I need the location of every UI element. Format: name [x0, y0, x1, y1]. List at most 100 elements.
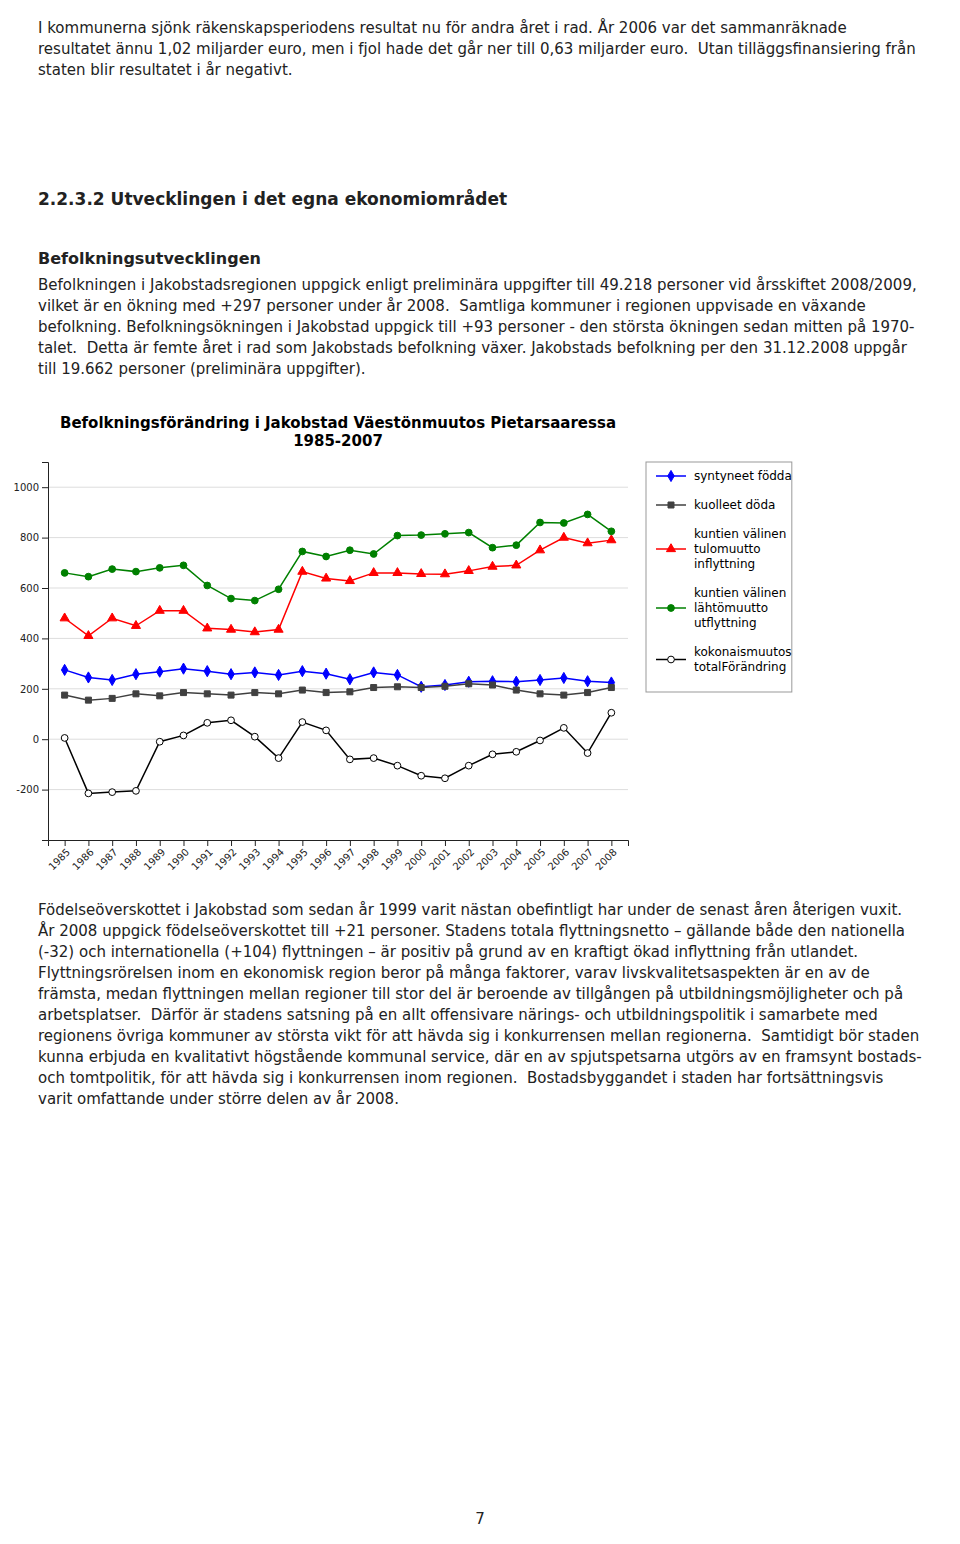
y-tick: 600 [20, 583, 48, 594]
legend-label: kuntien välinentulomuuttoinflyttning [694, 527, 786, 571]
legend-label: kokonaismuutostotalFörändring [694, 645, 791, 674]
legend-frame [646, 462, 792, 692]
y-tick-label: -200 [16, 784, 39, 795]
marker [251, 733, 258, 740]
marker [442, 530, 449, 537]
x-tick: 2006 [546, 840, 572, 872]
marker [299, 687, 305, 693]
marker [226, 624, 235, 632]
marker [561, 692, 567, 698]
marker [418, 532, 425, 539]
marker [322, 573, 331, 581]
marker [323, 553, 330, 560]
y-axis: -20002004006008001000 [14, 463, 49, 841]
series-line [65, 713, 612, 794]
legend-marker [668, 605, 675, 612]
marker [299, 719, 306, 726]
x-tick-mark [183, 840, 184, 846]
series-line [65, 684, 612, 700]
y-tick-label: 1000 [14, 482, 39, 493]
marker [228, 717, 235, 724]
marker [85, 790, 92, 797]
x-tick: 1988 [118, 840, 144, 872]
legend-marker [666, 544, 675, 552]
x-tick: 1987 [94, 840, 120, 872]
marker [252, 690, 258, 696]
marker [157, 693, 163, 699]
y-tick-mark [42, 487, 48, 488]
y-tick-label: 400 [20, 633, 39, 644]
x-tick-mark [302, 840, 303, 846]
marker [370, 755, 377, 762]
x-tick-mark [397, 840, 398, 846]
x-tick: 1997 [332, 840, 358, 872]
marker [252, 667, 258, 678]
marker [394, 532, 401, 539]
x-axis-line [49, 841, 629, 847]
x-tick: 1995 [284, 840, 310, 872]
legend-item: kuolleet döda [656, 498, 775, 512]
marker [466, 681, 472, 687]
series-line [65, 669, 612, 687]
grid-line [48, 487, 628, 488]
marker [155, 605, 164, 613]
x-tick-mark [326, 840, 327, 846]
legend-marker [668, 656, 675, 663]
marker [465, 529, 472, 536]
marker [584, 676, 590, 687]
marker [299, 548, 306, 555]
marker [369, 568, 378, 576]
marker [440, 569, 449, 577]
grid-line [48, 588, 628, 589]
intro-text: I kommunerna sjönk räkenskapsperiodens r… [38, 18, 922, 81]
x-tick-mark [65, 840, 66, 846]
marker [347, 689, 353, 695]
marker [228, 692, 234, 698]
x-tick-mark [540, 840, 541, 846]
series-markers [61, 663, 614, 692]
marker [489, 751, 496, 758]
x-tick-label: 2002 [451, 846, 477, 872]
x-tick-mark [588, 840, 589, 846]
x-tick: 1992 [213, 840, 239, 872]
marker [179, 605, 188, 613]
marker [417, 569, 426, 577]
x-tick-label: 1988 [118, 846, 144, 872]
legend-item: kuntien välinentulomuuttoinflyttning [656, 527, 786, 571]
marker [535, 545, 544, 553]
marker [276, 691, 282, 697]
marker [108, 613, 117, 621]
x-tick-label: 1985 [46, 846, 72, 872]
marker [371, 685, 377, 691]
legend-item: kokonaismuutostotalFörändring [656, 645, 791, 674]
marker [537, 691, 543, 697]
x-tick-label: 2003 [474, 846, 500, 872]
y-tick: -200 [16, 784, 48, 795]
y-tick: 1000 [14, 482, 48, 493]
marker [347, 756, 354, 763]
x-tick: 1993 [237, 840, 263, 872]
x-tick: 2001 [427, 840, 453, 872]
marker [180, 732, 187, 739]
legend-item: syntyneet födda [656, 469, 792, 483]
series-line [65, 514, 612, 600]
marker [109, 695, 115, 701]
x-tick: 1985 [46, 840, 72, 872]
y-tick-mark [42, 538, 48, 539]
marker [561, 672, 567, 683]
marker [250, 627, 259, 635]
marker [608, 709, 615, 716]
grid-line [48, 537, 628, 538]
x-tick: 2005 [522, 840, 548, 872]
x-axis: 1985198619871988198919901991199219931994… [46, 840, 628, 872]
marker [156, 666, 162, 677]
marker [345, 576, 354, 584]
marker [84, 631, 93, 639]
marker [109, 789, 116, 796]
y-tick-mark [42, 739, 48, 740]
marker [60, 613, 69, 621]
marker [274, 624, 283, 632]
marker [513, 542, 520, 549]
marker [393, 568, 402, 576]
marker [61, 569, 68, 576]
